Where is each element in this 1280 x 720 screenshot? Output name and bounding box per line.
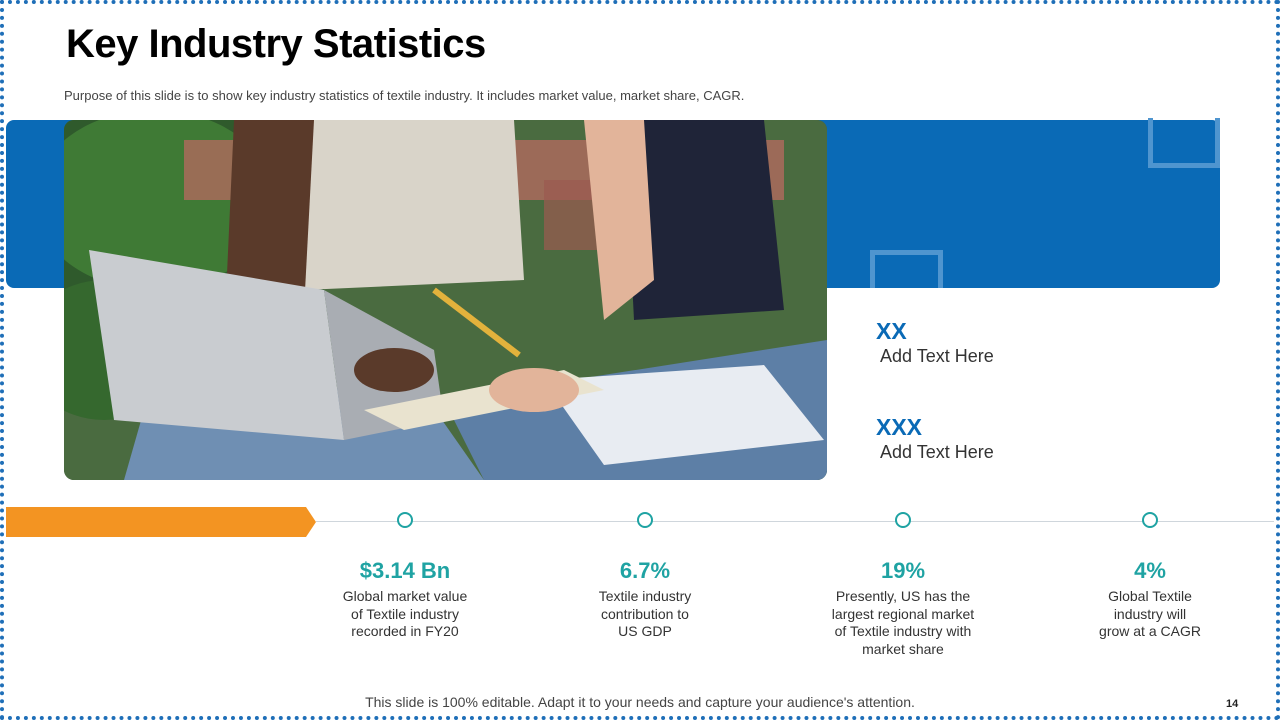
- photo-illustration: [64, 120, 827, 480]
- stat-gdp-contribution: 6.7% Textile industry contribution to US…: [555, 512, 735, 641]
- stat-description: Textile industry contribution to US GDP: [598, 588, 692, 639]
- info-block-2: XXX Add Text Here: [876, 414, 994, 464]
- decorative-square-top: [1148, 118, 1220, 168]
- info-text: Add Text Here: [880, 442, 994, 462]
- info-text: Add Text Here: [880, 346, 994, 366]
- info-heading: XXX: [876, 414, 923, 440]
- stat-description: Global Textile industry will grow at a C…: [1099, 588, 1201, 639]
- stat-description: Presently, US has the largest regional m…: [831, 588, 975, 657]
- stat-value: 6.7%: [619, 558, 671, 583]
- timeline-dot: [397, 512, 413, 528]
- timeline-dot: [637, 512, 653, 528]
- students-photo: [64, 120, 827, 480]
- slide-subtitle: Purpose of this slide is to show key ind…: [64, 88, 745, 103]
- timeline-dot: [1142, 512, 1158, 528]
- page-number: 14: [1226, 698, 1239, 710]
- info-block-1: XX Add Text Here: [876, 318, 994, 368]
- stat-regional-share: 19% Presently, US has the largest region…: [813, 512, 993, 658]
- orange-arrow-bar: [6, 507, 316, 537]
- info-heading: XX: [876, 318, 907, 344]
- stat-value: 4%: [1134, 558, 1166, 583]
- stat-description: Global market value of Textile industry …: [342, 588, 468, 639]
- timeline-dot: [895, 512, 911, 528]
- stat-market-value: $3.14 Bn Global market value of Textile …: [315, 512, 495, 641]
- stat-value: 19%: [880, 558, 926, 583]
- decorative-square-bottom: [870, 250, 943, 288]
- stat-value: $3.14 Bn: [359, 558, 451, 583]
- slide-title: Key Industry Statistics: [66, 22, 486, 66]
- stat-cagr: 4% Global Textile industry will grow at …: [1060, 512, 1240, 641]
- slide-footer: This slide is 100% editable. Adapt it to…: [365, 694, 915, 710]
- timeline-line: [316, 521, 1274, 522]
